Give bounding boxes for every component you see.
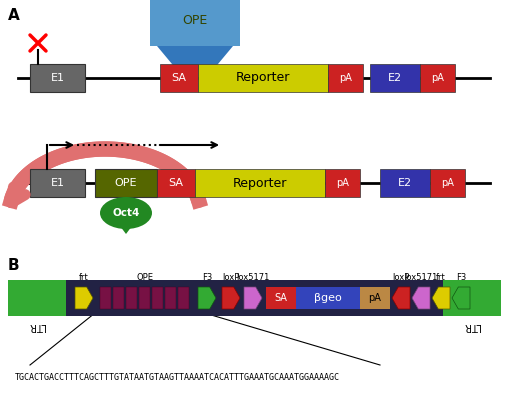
- Bar: [296, 287, 360, 309]
- Polygon shape: [198, 287, 216, 309]
- Polygon shape: [222, 287, 240, 309]
- Bar: [380, 169, 430, 197]
- Text: F3: F3: [456, 273, 466, 282]
- Text: SA: SA: [168, 178, 184, 188]
- Text: pA: pA: [441, 178, 454, 188]
- Bar: [328, 64, 363, 92]
- Bar: [266, 287, 296, 309]
- Bar: [126, 287, 137, 309]
- Text: frt: frt: [436, 273, 446, 282]
- Polygon shape: [392, 287, 410, 309]
- Bar: [139, 287, 150, 309]
- Bar: [430, 169, 465, 197]
- Bar: [30, 64, 85, 92]
- Bar: [360, 287, 390, 309]
- Bar: [443, 280, 501, 316]
- Polygon shape: [114, 218, 138, 234]
- Text: loxP: loxP: [222, 273, 240, 282]
- Text: SA: SA: [172, 73, 186, 83]
- Bar: [178, 287, 189, 309]
- Text: F3: F3: [202, 273, 212, 282]
- Bar: [165, 287, 176, 309]
- Bar: [157, 169, 195, 197]
- Text: βgeo: βgeo: [314, 293, 342, 303]
- Text: E2: E2: [398, 178, 412, 188]
- Text: loxP: loxP: [392, 273, 410, 282]
- Bar: [370, 64, 420, 92]
- Text: E1: E1: [50, 178, 65, 188]
- Bar: [95, 169, 157, 197]
- Text: pA: pA: [431, 73, 444, 83]
- Text: OPE: OPE: [115, 178, 137, 188]
- Bar: [60, 280, 445, 316]
- Text: Reporter: Reporter: [233, 176, 287, 189]
- Text: pA: pA: [336, 178, 349, 188]
- Bar: [198, 64, 328, 92]
- Text: Oct4: Oct4: [112, 208, 139, 218]
- Text: SA: SA: [274, 293, 288, 303]
- Polygon shape: [432, 287, 450, 309]
- Polygon shape: [75, 287, 93, 309]
- Polygon shape: [157, 46, 233, 70]
- Polygon shape: [412, 287, 430, 309]
- Bar: [420, 64, 455, 92]
- Text: TGCACTGACCTTTCAGCTTTGTATAATGTAAGTTAAAATCACATTTGAAATGCAAATGGAAAAGC: TGCACTGACCTTTCAGCTTTGTATAATGTAAGTTAAAATC…: [15, 373, 340, 382]
- Bar: [113, 287, 124, 309]
- Bar: [30, 169, 85, 197]
- Bar: [152, 287, 163, 309]
- Text: E1: E1: [50, 73, 65, 83]
- Text: E2: E2: [388, 73, 402, 83]
- Text: pA: pA: [339, 73, 352, 83]
- Polygon shape: [244, 287, 262, 309]
- Text: LTR: LTR: [29, 321, 45, 331]
- Bar: [150, 0, 240, 46]
- Text: Reporter: Reporter: [236, 72, 290, 84]
- Bar: [325, 169, 360, 197]
- Ellipse shape: [100, 197, 152, 229]
- Text: B: B: [8, 258, 20, 273]
- Text: lox5171: lox5171: [404, 273, 438, 282]
- Text: pA: pA: [369, 293, 381, 303]
- Text: OPE: OPE: [182, 14, 208, 27]
- Text: A: A: [8, 8, 20, 23]
- Text: lox5171: lox5171: [236, 273, 270, 282]
- Bar: [195, 169, 325, 197]
- Text: LTR: LTR: [464, 321, 480, 331]
- Text: OPE: OPE: [137, 273, 154, 282]
- Bar: [160, 64, 198, 92]
- Text: frt: frt: [79, 273, 89, 282]
- Bar: [8, 280, 66, 316]
- Bar: [100, 287, 111, 309]
- Polygon shape: [452, 287, 470, 309]
